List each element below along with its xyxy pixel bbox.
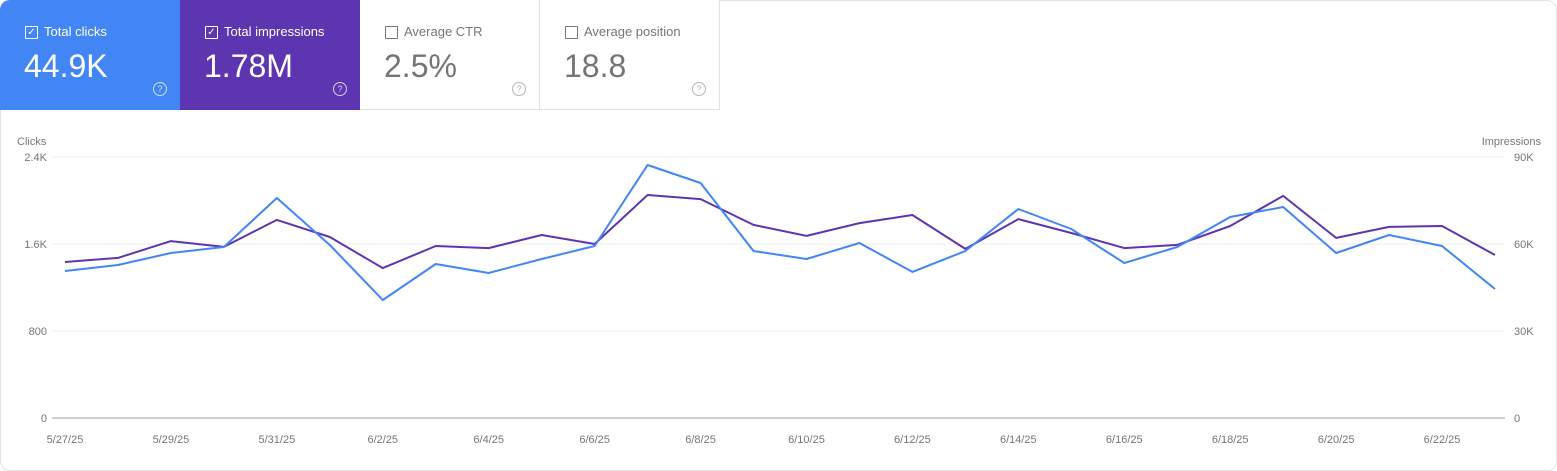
x-tick-label: 6/8/25 (685, 434, 716, 446)
card-label: Total impressions (224, 24, 325, 39)
x-tick-label: 6/18/25 (1212, 434, 1249, 446)
x-tick-label: 6/12/25 (894, 434, 931, 446)
card-label: Average position (584, 24, 681, 39)
y-tick-label-right: 0 (1514, 413, 1520, 425)
checkbox-checked-icon[interactable]: ✓ (25, 26, 38, 39)
help-icon[interactable]: ? (512, 82, 526, 96)
x-tick-label: 6/16/25 (1106, 434, 1143, 446)
impressions-series-line (64, 194, 1496, 270)
x-tick-label: 6/10/25 (788, 434, 825, 446)
y-axis-label-left: Clicks (17, 136, 47, 148)
y-axis-label-right: Impressions (1482, 136, 1542, 148)
card-total-impressions[interactable]: ✓ Total impressions 1.78M ? (180, 0, 360, 110)
y-tick-label-right: 60K (1514, 239, 1534, 251)
card-average-ctr[interactable]: Average CTR 2.5% ? (360, 0, 540, 110)
y-tick-label-left: 2.4K (24, 152, 47, 164)
x-tick-label: 6/4/25 (473, 434, 504, 446)
card-label: Average CTR (404, 24, 483, 39)
card-value: 44.9K (24, 48, 108, 84)
x-tick-label: 5/31/25 (259, 434, 296, 446)
x-tick-label: 6/22/25 (1424, 434, 1461, 446)
checkbox-unchecked-icon[interactable] (385, 26, 398, 39)
y-tick-label-left: 1.6K (24, 239, 47, 251)
y-tick-label-right: 30K (1514, 326, 1534, 338)
card-total-clicks[interactable]: ✓ Total clicks 44.9K ? (0, 0, 180, 110)
checkbox-unchecked-icon[interactable] (565, 26, 578, 39)
clicks-series-line (64, 164, 1496, 301)
card-label: Total clicks (44, 24, 107, 39)
y-tick-label-right: 90K (1514, 152, 1534, 164)
x-tick-label: 5/27/25 (47, 434, 84, 446)
checkbox-checked-icon[interactable]: ✓ (205, 26, 218, 39)
card-average-position[interactable]: Average position 18.8 ? (540, 0, 720, 110)
x-tick-label: 6/6/25 (579, 434, 610, 446)
card-value: 2.5% (384, 48, 457, 84)
x-tick-label: 6/14/25 (1000, 434, 1037, 446)
metric-cards: ✓ Total clicks 44.9K ? ✓ Total impressio… (0, 0, 720, 110)
x-tick-label: 6/2/25 (367, 434, 398, 446)
y-tick-label-left: 0 (41, 413, 47, 425)
card-value: 1.78M (204, 48, 293, 84)
card-value: 18.8 (564, 48, 627, 84)
help-icon[interactable]: ? (153, 82, 167, 96)
y-tick-label-left: 800 (29, 326, 47, 338)
x-tick-label: 6/20/25 (1318, 434, 1355, 446)
x-tick-label: 5/29/25 (153, 434, 190, 446)
help-icon[interactable]: ? (692, 82, 706, 96)
help-icon[interactable]: ? (333, 82, 347, 96)
